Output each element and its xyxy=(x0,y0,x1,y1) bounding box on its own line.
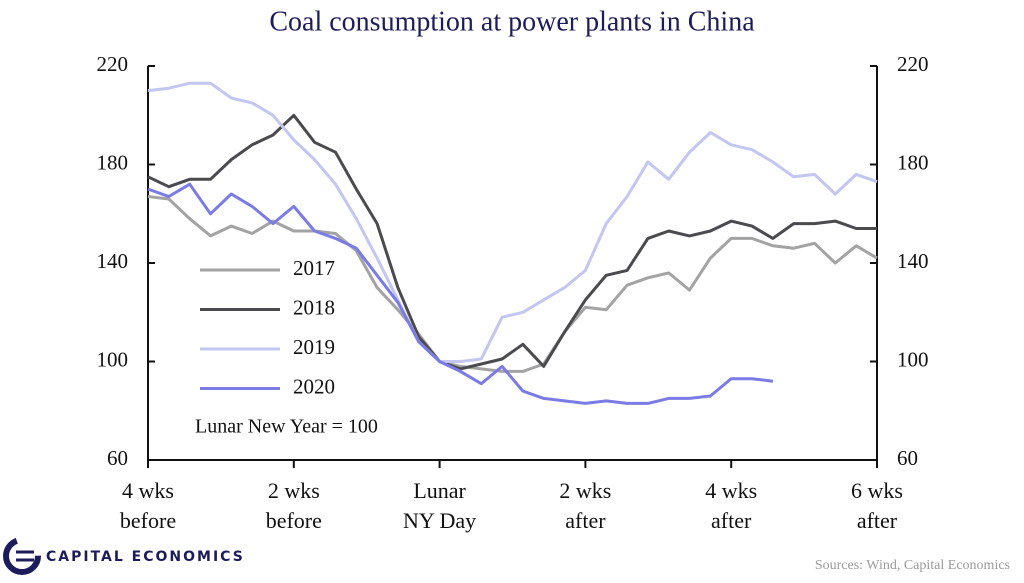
logo xyxy=(3,537,41,575)
y2-tick-label: 60 xyxy=(897,446,918,470)
y2-tick-label: 140 xyxy=(897,249,929,273)
x-tick-label: 6 wks after xyxy=(851,478,903,533)
legend-label: 2020 xyxy=(293,374,335,398)
series-line xyxy=(147,182,774,405)
series-line xyxy=(147,81,878,363)
x-tick-label: Lunar NY Day xyxy=(403,478,477,533)
x-tick-label: 4 wks after xyxy=(705,478,758,533)
y2-tick-label: 220 xyxy=(897,52,929,76)
y-tick-label: 100 xyxy=(97,347,129,371)
y-tick-label: 60 xyxy=(107,446,128,470)
series-line xyxy=(147,113,877,371)
legend-label: 2019 xyxy=(293,335,335,359)
legend-label: 2018 xyxy=(293,295,335,319)
series-line xyxy=(147,195,878,373)
logo-lines xyxy=(16,550,34,562)
x-tick-label: 4 wks before xyxy=(119,478,177,533)
source: Sources: Wind, Capital Economics xyxy=(815,558,1010,573)
y2-tick-label: 180 xyxy=(897,150,929,174)
y-tick-label: 180 xyxy=(97,150,129,174)
annotation: Lunar New Year = 100 xyxy=(195,416,378,438)
y-tick-label: 220 xyxy=(97,52,129,76)
x-tick-label: 2 wks after xyxy=(559,478,612,533)
brand: CAPITAL ECONOMICS xyxy=(46,549,245,565)
y-tick-label: 140 xyxy=(97,249,129,273)
legend-label: 2017 xyxy=(293,256,335,280)
x-tick-label: 2 wks before xyxy=(265,478,322,533)
logo-mark xyxy=(3,537,41,575)
chart-title: Coal consumption at power plants in Chin… xyxy=(269,6,755,37)
y2-tick-label: 100 xyxy=(897,347,929,371)
